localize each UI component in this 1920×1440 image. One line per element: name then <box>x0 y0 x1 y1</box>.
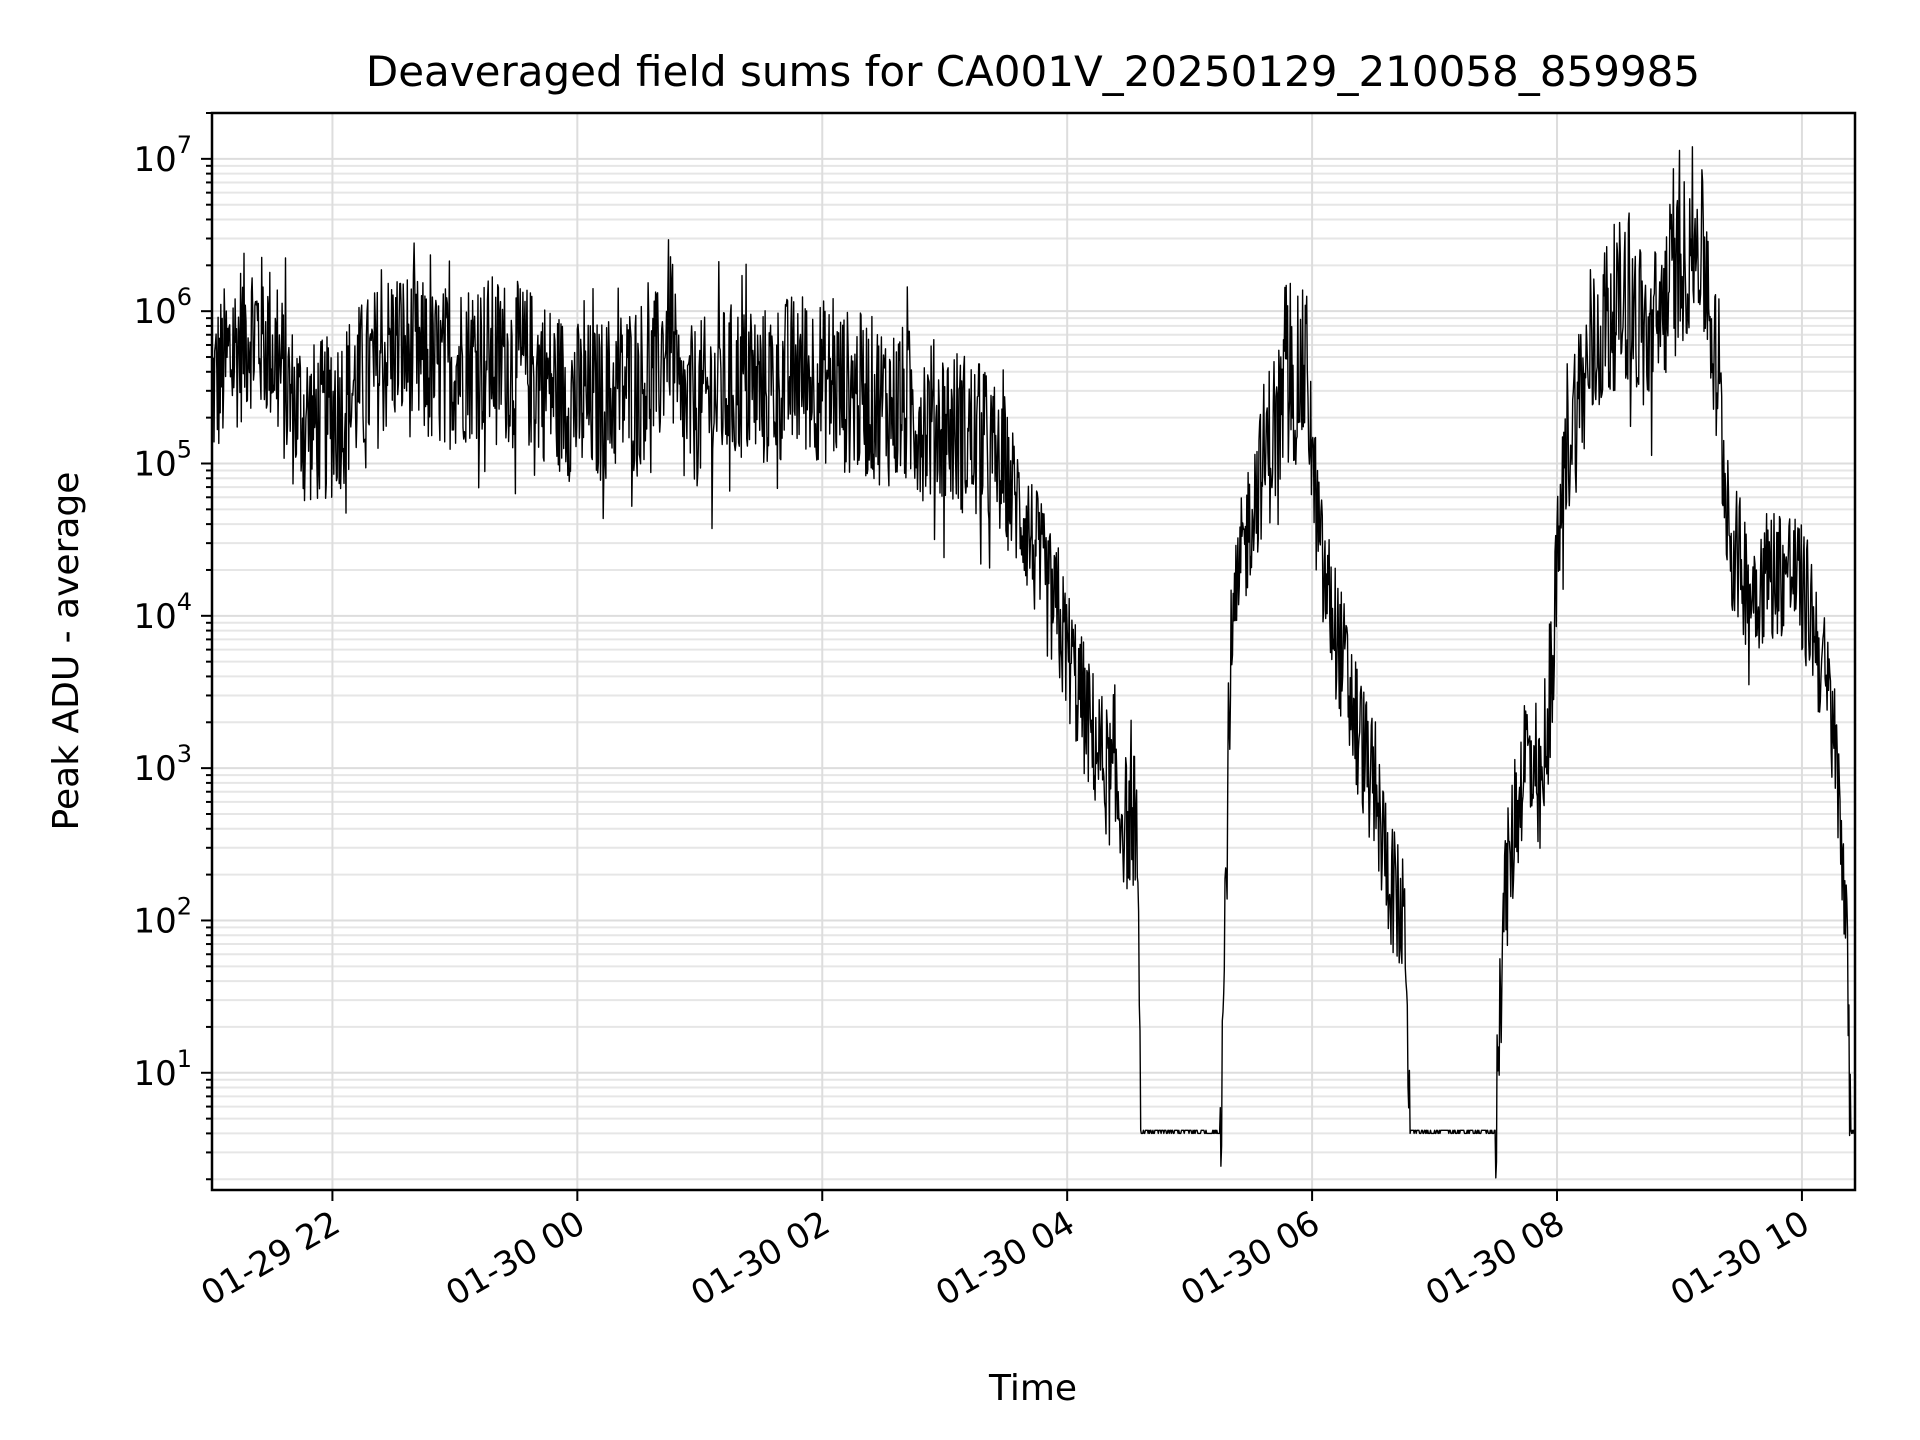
plot-frame <box>210 111 1857 1192</box>
y-tick-label: 105 <box>133 435 192 484</box>
y-tick-label: 107 <box>133 131 192 180</box>
minor-grid <box>212 112 1855 1181</box>
y-axis: 101 102 103 104 105 106 107 <box>133 112 212 1181</box>
y-tick-label: 102 <box>133 892 192 941</box>
y-tick-label: 101 <box>133 1045 192 1094</box>
x-axis-label: Time <box>988 1368 1077 1409</box>
y-tick-label: 106 <box>133 283 192 332</box>
major-grid <box>212 113 1855 1190</box>
chart-title: Deaveraged field sums for CA001V_2025012… <box>366 47 1700 96</box>
y-axis-label: Peak ADU - average <box>46 472 87 831</box>
y-tick-label: 104 <box>133 588 192 637</box>
y-tick-label: 103 <box>133 740 192 789</box>
series-line-peak-adu <box>211 146 1856 1179</box>
